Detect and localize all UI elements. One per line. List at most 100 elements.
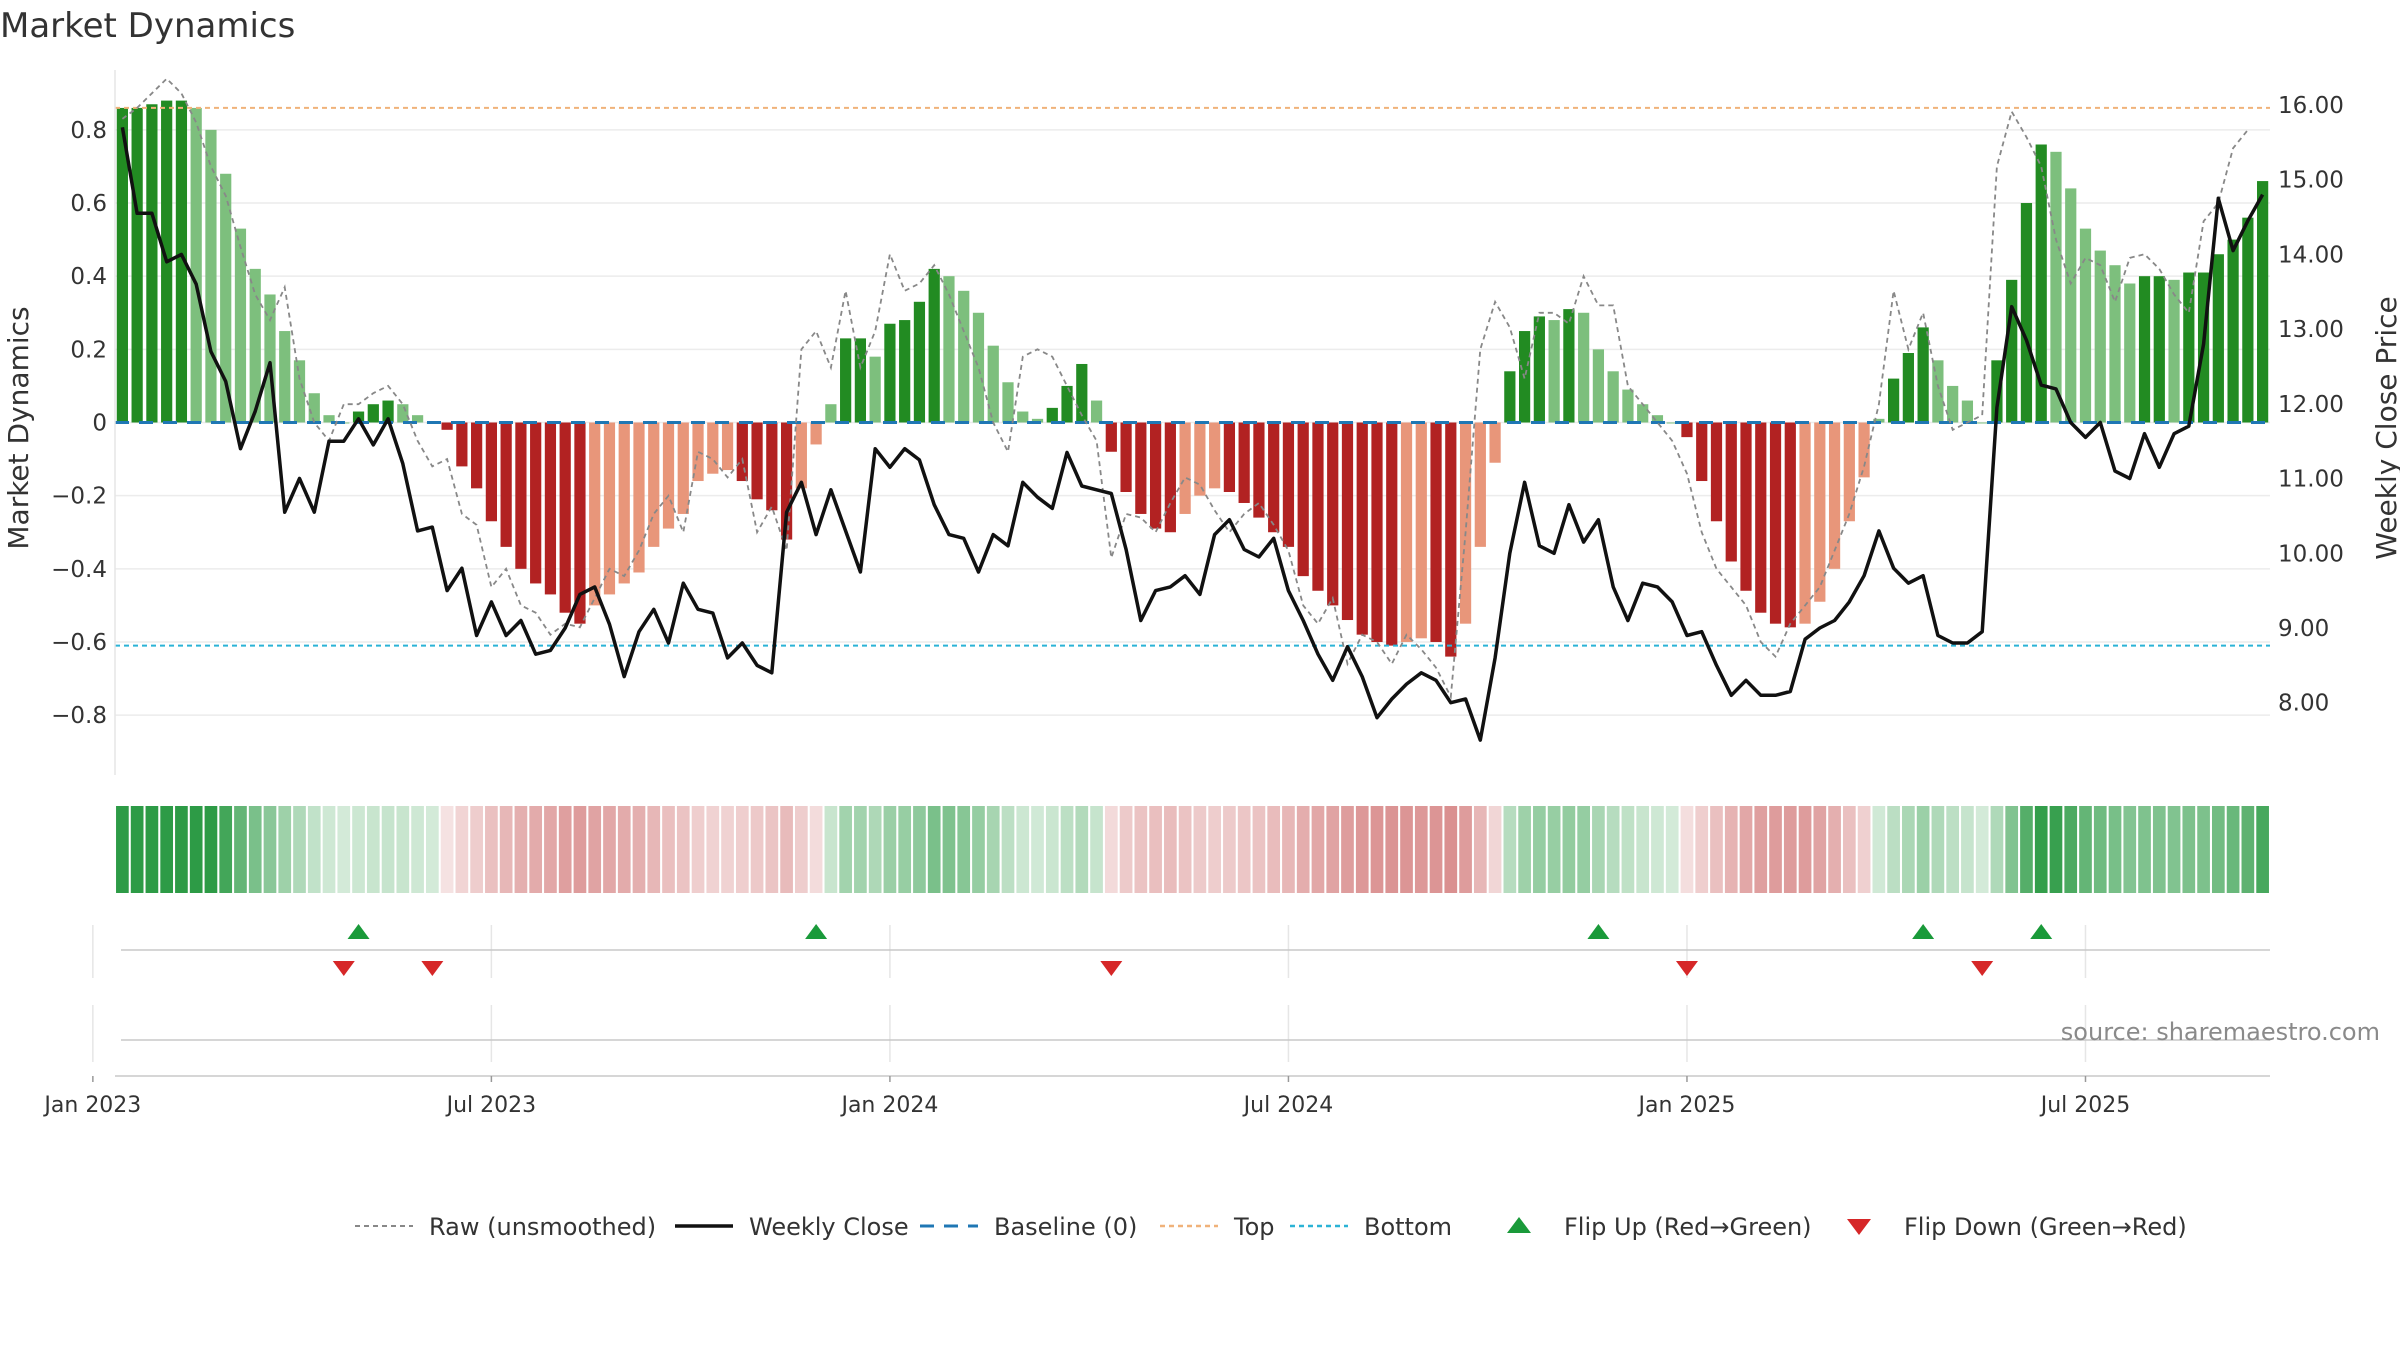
regime-cell [1503, 806, 1517, 893]
dynamics-bar [1504, 371, 1516, 423]
dynamics-bar [367, 404, 379, 423]
regime-cell [352, 806, 365, 893]
regime-cell [145, 806, 159, 893]
y-axis-label-left: Market Dynamics [2, 306, 35, 549]
regime-cell [1119, 806, 1133, 893]
regime-cell [381, 806, 395, 893]
dynamics-bar [1858, 422, 1870, 478]
left-tick-label: 0.8 [70, 118, 107, 144]
x-tick-label: Jan 2023 [42, 1093, 141, 1118]
dynamics-bar [2035, 144, 2047, 423]
dynamics-bar [840, 338, 852, 423]
dynamics-bar [1238, 422, 1250, 503]
dynamics-bar [1415, 422, 1427, 639]
regime-cell [1547, 806, 1561, 893]
dynamics-bar [1223, 422, 1236, 492]
right-tick-label: 13.00 [2278, 317, 2344, 343]
regime-cell [1104, 806, 1118, 893]
regime-cell [1252, 806, 1266, 893]
dynamics-bar [1902, 353, 1914, 423]
regime-cell [809, 806, 823, 893]
regime-cell [1001, 806, 1015, 893]
dynamics-bar [2079, 228, 2092, 423]
regime-cell [1518, 806, 1531, 893]
regime-cell [1178, 806, 1192, 893]
regime-cell [1016, 806, 1030, 893]
regime-cell [130, 806, 144, 893]
dynamics-bar [2183, 272, 2195, 423]
dynamics-bar [116, 107, 128, 423]
dynamics-bar [530, 422, 542, 584]
dynamics-bar [2138, 276, 2151, 423]
dynamics-bar [1961, 400, 1974, 423]
regime-cell [1902, 806, 1915, 893]
dynamics-bar [544, 422, 557, 595]
dynamics-bar [1828, 422, 1841, 569]
regime-cell [1355, 806, 1369, 893]
dynamics-bar [2168, 279, 2180, 423]
regime-cell [1636, 806, 1650, 893]
dynamics-bar [2242, 217, 2254, 423]
dynamics-bar [943, 276, 955, 423]
right-tick-label: 11.00 [2278, 467, 2344, 493]
regime-cell [942, 806, 956, 893]
regime-cell [824, 806, 838, 893]
regime-cell [1665, 806, 1679, 893]
reference-lines [115, 106, 2270, 647]
regime-cell [293, 806, 306, 893]
dynamics-bar [264, 294, 276, 423]
y-axis-label-right: Weekly Close Price [2370, 296, 2400, 559]
dynamics-bar [1164, 422, 1176, 533]
regime-cell [1695, 806, 1709, 893]
dynamics-bar [603, 422, 616, 595]
regime-cell [839, 806, 852, 893]
regime-cell [1164, 806, 1177, 893]
right-tick-label: 14.00 [2278, 242, 2344, 268]
dynamics-bar [677, 422, 689, 514]
regime-cell [795, 806, 808, 893]
dynamics-bar [1179, 422, 1191, 514]
dynamics-bar [810, 422, 822, 445]
left-tick-label: −0.2 [51, 484, 107, 510]
regime-cell [1193, 806, 1207, 893]
regime-cell [1533, 806, 1546, 893]
dynamics-bar [825, 404, 837, 423]
dynamics-bar [1356, 422, 1368, 635]
regime-cell [1311, 806, 1325, 893]
dynamics-bar [441, 422, 453, 430]
left-tick-label: 0.4 [70, 264, 107, 290]
regime-cell [2256, 806, 2269, 893]
dynamics-bars [116, 100, 2269, 657]
regime-cell [2241, 806, 2255, 893]
regime-cell [160, 806, 174, 893]
dynamics-bar [1637, 404, 1649, 423]
regime-cell [957, 806, 971, 893]
dynamics-bar [1120, 422, 1132, 492]
regime-cell [1223, 806, 1236, 893]
dynamics-bar [589, 422, 601, 606]
dynamics-bar [648, 422, 660, 547]
dynamics-bar [721, 422, 734, 471]
right-tick-label: 15.00 [2278, 168, 2344, 194]
dynamics-bar [884, 323, 896, 423]
dynamics-bar [190, 107, 202, 423]
legend-label: Raw (unsmoothed) [429, 1213, 656, 1241]
dynamics-bar [559, 422, 571, 613]
x-tick-label: Jul 2023 [445, 1093, 537, 1118]
regime-cell [544, 806, 557, 893]
legend-item: Top [1160, 1213, 1275, 1241]
dynamics-bar [397, 404, 409, 423]
regime-cell [1592, 806, 1605, 893]
regime-cell [1724, 806, 1738, 893]
dynamics-bar [220, 173, 232, 423]
series-lines [120, 77, 2265, 742]
regime-cell [617, 806, 631, 893]
dynamics-bar [234, 228, 247, 423]
legend-swatch [1847, 1219, 1871, 1235]
regime-cell [1916, 806, 1930, 893]
dynamics-bar [308, 393, 320, 423]
regime-cell [1857, 806, 1871, 893]
regime-cell [854, 806, 867, 893]
regime-cell [204, 806, 218, 893]
